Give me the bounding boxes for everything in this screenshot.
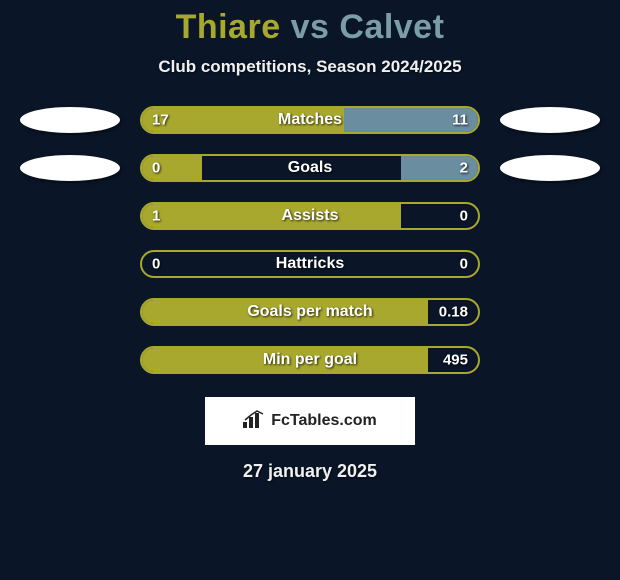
- stat-value-left: 0: [152, 256, 160, 273]
- title-vs: vs: [291, 8, 330, 46]
- bar-fill-left: [142, 204, 401, 228]
- stat-label: Assists: [282, 207, 339, 225]
- stat-value-right: 0: [460, 256, 468, 273]
- subtitle: Club competitions, Season 2024/2025: [0, 57, 620, 77]
- player2-badge: [500, 107, 600, 133]
- stat-label: Matches: [278, 111, 342, 129]
- left-slot: [20, 105, 120, 135]
- stat-row: 1 Assists 0: [0, 201, 620, 231]
- right-slot: [500, 105, 600, 135]
- stat-value-right: 11: [452, 112, 468, 129]
- stat-bar: 1 Assists 0: [140, 202, 480, 230]
- stat-row: 0 Goals 2: [0, 153, 620, 183]
- stat-row: Min per goal 495: [0, 345, 620, 375]
- player1-badge: [20, 107, 120, 133]
- stat-rows: 17 Matches 11 0 Goals 2 1 Assists 0 0 Hattricks 0 Go…: [0, 105, 620, 375]
- stat-row: Goals per match 0.18: [0, 297, 620, 327]
- stat-value-right: 495: [443, 352, 468, 369]
- title-player1: Thiare: [176, 8, 281, 46]
- left-slot: [20, 249, 120, 279]
- right-slot: [500, 345, 600, 375]
- stat-row: 17 Matches 11: [0, 105, 620, 135]
- left-slot: [20, 201, 120, 231]
- logo-box: FcTables.com: [205, 397, 415, 445]
- right-slot: [500, 201, 600, 231]
- stat-value-left: 1: [152, 208, 160, 225]
- stat-bar: 0 Hattricks 0: [140, 250, 480, 278]
- stat-value-right: 0.18: [439, 304, 468, 321]
- left-slot: [20, 297, 120, 327]
- stat-value-left: 17: [152, 112, 169, 129]
- player1-badge: [20, 155, 120, 181]
- stat-bar: Goals per match 0.18: [140, 298, 480, 326]
- logo-text: FcTables.com: [271, 412, 377, 430]
- left-slot: [20, 345, 120, 375]
- stat-value-right: 0: [460, 208, 468, 225]
- stat-label: Hattricks: [276, 255, 344, 273]
- right-slot: [500, 153, 600, 183]
- page-title: Thiare vs Calvet: [0, 8, 620, 47]
- stat-label: Goals per match: [247, 303, 372, 321]
- title-player2: Calvet: [339, 8, 444, 46]
- fctables-icon: [243, 410, 265, 433]
- player2-badge: [500, 155, 600, 181]
- right-slot: [500, 249, 600, 279]
- stat-label: Goals: [288, 159, 332, 177]
- comparison-infographic: Thiare vs Calvet Club competitions, Seas…: [0, 0, 620, 580]
- stat-label: Min per goal: [263, 351, 357, 369]
- left-slot: [20, 153, 120, 183]
- stat-row: 0 Hattricks 0: [0, 249, 620, 279]
- stat-bar: 17 Matches 11: [140, 106, 480, 134]
- stat-value-right: 2: [460, 160, 468, 177]
- date-label: 27 january 2025: [0, 461, 620, 482]
- stat-value-left: 0: [152, 160, 160, 177]
- right-slot: [500, 297, 600, 327]
- stat-bar: 0 Goals 2: [140, 154, 480, 182]
- stat-bar: Min per goal 495: [140, 346, 480, 374]
